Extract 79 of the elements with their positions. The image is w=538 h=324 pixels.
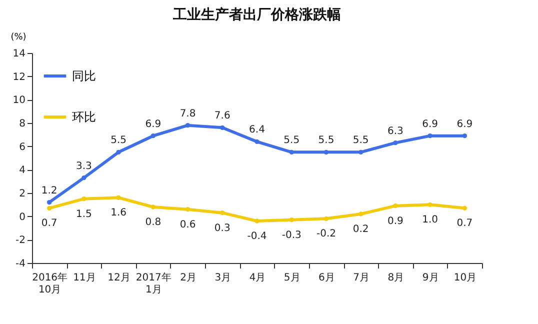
point xyxy=(289,217,294,222)
data-label: 1.5 xyxy=(76,208,92,220)
y-tick-label: -2 xyxy=(16,235,26,246)
data-label: 5.5 xyxy=(352,135,369,146)
data-label: 0.7 xyxy=(41,218,58,230)
point xyxy=(185,122,190,128)
data-label: 0.7 xyxy=(456,218,473,230)
point xyxy=(462,206,468,211)
data-label: 1.2 xyxy=(41,185,58,196)
point xyxy=(220,210,225,216)
data-label: 7.8 xyxy=(180,108,196,120)
x-tick-label: 2月 xyxy=(180,272,196,284)
data-label: 0.3 xyxy=(214,222,230,234)
point xyxy=(393,203,398,208)
point xyxy=(324,150,329,155)
y-tick-label: 2 xyxy=(19,188,26,200)
chart-title: 工业生产者出厂价格涨跌幅 xyxy=(172,6,341,23)
data-label: 0.6 xyxy=(180,219,196,230)
point xyxy=(46,206,52,211)
point xyxy=(46,200,52,205)
point xyxy=(324,216,329,222)
point xyxy=(220,125,225,130)
data-label: -0.3 xyxy=(282,230,302,241)
x-tick-label: 9月 xyxy=(422,272,439,284)
data-label: 5.5 xyxy=(110,135,126,146)
x-tick-label: 5月 xyxy=(284,272,300,284)
x-tick-label: 7月 xyxy=(353,272,370,284)
point xyxy=(254,139,260,144)
point xyxy=(254,218,260,224)
x-tick-label: 11月 xyxy=(73,272,96,284)
data-label: 7.6 xyxy=(214,110,230,122)
y-axis-title: (%) xyxy=(10,32,26,42)
point xyxy=(358,150,364,155)
point xyxy=(150,133,156,138)
point xyxy=(462,133,468,138)
y-tick-label: 8 xyxy=(19,118,26,130)
point xyxy=(428,133,432,138)
x-tick-label: 2017年 1月 xyxy=(136,272,172,296)
data-label: 5.5 xyxy=(284,135,300,146)
legend-label: 环比 xyxy=(72,110,96,124)
data-label: 5.5 xyxy=(318,135,334,146)
data-label: 1.0 xyxy=(422,214,438,226)
x-tick-label: 3月 xyxy=(214,272,232,284)
point xyxy=(82,175,86,180)
x-tick-label: 2016年 10月 xyxy=(32,272,68,296)
data-label: 0.9 xyxy=(388,216,404,227)
data-label: -0.2 xyxy=(316,228,336,240)
legend-label: 同比 xyxy=(72,69,96,83)
data-label: -0.4 xyxy=(247,231,267,242)
point xyxy=(185,206,190,212)
point xyxy=(82,196,86,202)
y-tick-label: 10 xyxy=(12,95,26,106)
data-label: 6.9 xyxy=(422,118,438,130)
x-tick-label: 4月 xyxy=(249,272,266,284)
x-tick-label: 12月 xyxy=(108,272,130,284)
data-label: 6.4 xyxy=(249,124,265,136)
x-tick-label: 8月 xyxy=(388,272,404,284)
y-tick-label: -4 xyxy=(16,258,26,270)
point xyxy=(358,212,364,216)
y-tick-label: 4 xyxy=(19,165,26,176)
y-tick-label: 6 xyxy=(19,142,26,153)
point xyxy=(289,150,294,155)
point xyxy=(150,204,156,210)
data-label: 6.9 xyxy=(456,118,473,130)
data-label: 0.2 xyxy=(352,224,369,235)
y-tick-label: 0 xyxy=(19,212,26,223)
data-label: 3.3 xyxy=(76,160,92,172)
data-label: 6.9 xyxy=(145,118,162,130)
data-label: 1.6 xyxy=(110,208,126,219)
point xyxy=(116,195,121,200)
data-label: 6.3 xyxy=(388,126,404,137)
y-tick-label: 14 xyxy=(12,48,26,60)
data-label: 0.8 xyxy=(145,217,162,228)
point xyxy=(116,150,121,155)
y-tick-label: 12 xyxy=(12,72,26,83)
x-tick-label: 6月 xyxy=(318,272,335,284)
point xyxy=(428,202,432,208)
x-tick-label: 10月 xyxy=(454,272,477,284)
point xyxy=(393,140,398,146)
